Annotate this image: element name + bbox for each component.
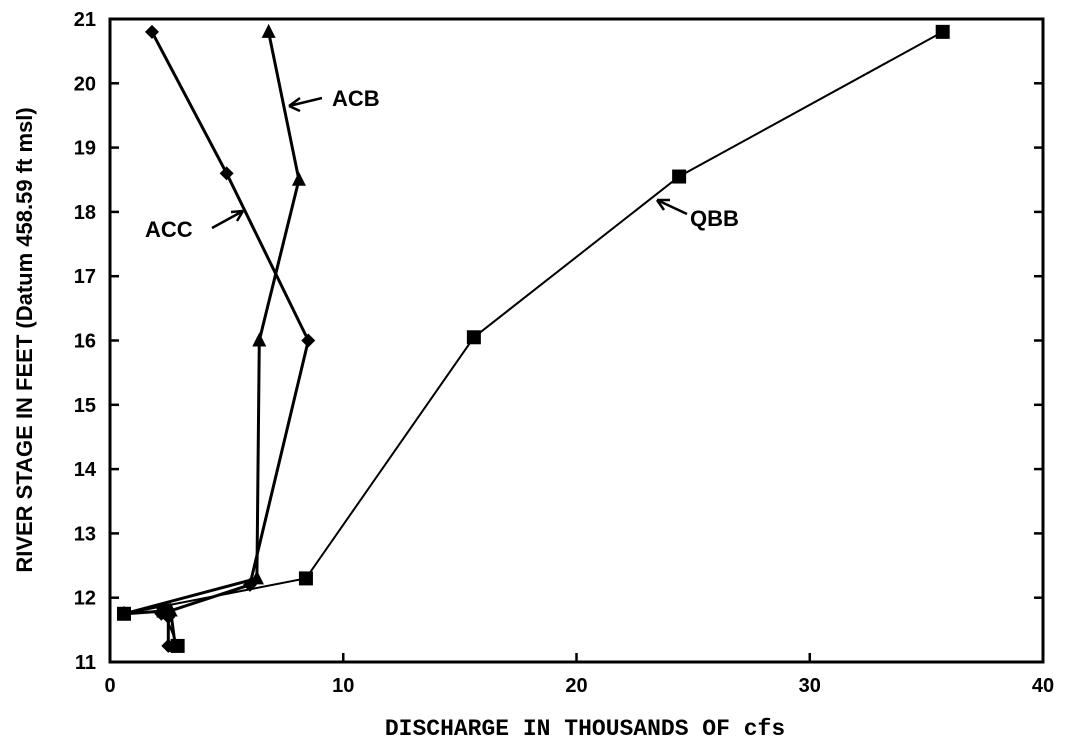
point-acb-0: [261, 23, 276, 38]
y-tick-label-16: 16: [74, 331, 96, 353]
marker-layer: [116, 23, 950, 653]
series-label-acc: ACC: [145, 209, 245, 242]
y-tick-label-12: 12: [74, 588, 96, 610]
series-layer: [123, 31, 944, 647]
point-acc-1: [219, 166, 234, 181]
series-line-acc: [150, 31, 310, 646]
acc-label: ACC: [145, 217, 193, 242]
y-tick-label-19: 19: [74, 138, 96, 160]
acb-arrow: [288, 96, 323, 113]
point-qbb-5: [156, 603, 171, 618]
series-line-qbb: [123, 31, 944, 647]
series-line-acb: [123, 31, 301, 647]
series-label-acb: ACB: [288, 86, 380, 113]
x-axis-title: DISCHARGE IN THOUSANDS OF cfs: [385, 716, 785, 742]
qbb-label: QBB: [690, 206, 739, 231]
y-tick-label-11: 11: [75, 652, 96, 674]
point-acb-3: [249, 570, 264, 585]
tick-layer: 0 10 20 30 40 11 12 13 14 15 16 17 18 19 20 21: [74, 9, 1054, 697]
point-qbb-0: [935, 24, 950, 39]
y-tick-label-13: 13: [74, 523, 96, 545]
point-acc-3: [242, 577, 257, 592]
y-tick-label-21: 21: [74, 9, 96, 31]
point-qbb-1: [672, 169, 687, 184]
point-qbb-4: [116, 606, 131, 621]
y-tick-label-15: 15: [74, 395, 96, 417]
acc-arrow: [211, 209, 245, 230]
point-qbb-3: [298, 571, 313, 586]
point-acc-0: [144, 24, 159, 39]
x-tick-label-40: 40: [1032, 675, 1054, 697]
point-acb-1: [291, 171, 306, 186]
x-tick-label-10: 10: [332, 675, 354, 697]
x-tick-label-20: 20: [565, 675, 587, 697]
y-tick-label-18: 18: [74, 202, 96, 224]
plot-frame: [108, 17, 1045, 664]
point-acb-2: [252, 332, 267, 347]
y-tick-label-17: 17: [74, 266, 96, 288]
x-tick-label-30: 30: [799, 675, 821, 697]
point-qbb-6: [170, 638, 185, 653]
point-acc-2: [301, 333, 316, 348]
x-tick-label-0: 0: [104, 675, 115, 697]
series-label-qbb: QBB: [655, 198, 739, 231]
point-qbb-2: [466, 330, 481, 345]
y-axis-title: RIVER STAGE IN FEET (Datum 458.59 ft msl…: [12, 107, 37, 572]
y-tick-label-14: 14: [74, 459, 97, 481]
y-tick-label-20: 20: [74, 73, 96, 95]
acb-label: ACB: [332, 86, 380, 111]
qbb-arrow: [655, 198, 688, 216]
